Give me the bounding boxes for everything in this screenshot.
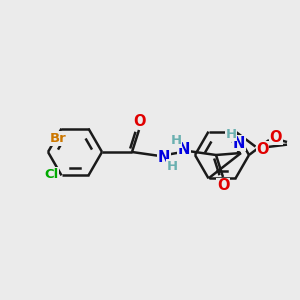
Text: H: H	[170, 134, 182, 148]
Text: O: O	[256, 142, 269, 157]
Text: Br: Br	[50, 132, 67, 145]
Text: N: N	[233, 136, 245, 151]
Text: O: O	[133, 113, 145, 128]
Text: N: N	[158, 149, 170, 164]
Text: N: N	[178, 142, 190, 158]
Text: O: O	[217, 178, 229, 194]
Text: O: O	[270, 130, 282, 145]
Text: H: H	[167, 160, 178, 172]
Text: H: H	[225, 128, 237, 140]
Text: Cl: Cl	[44, 168, 58, 181]
